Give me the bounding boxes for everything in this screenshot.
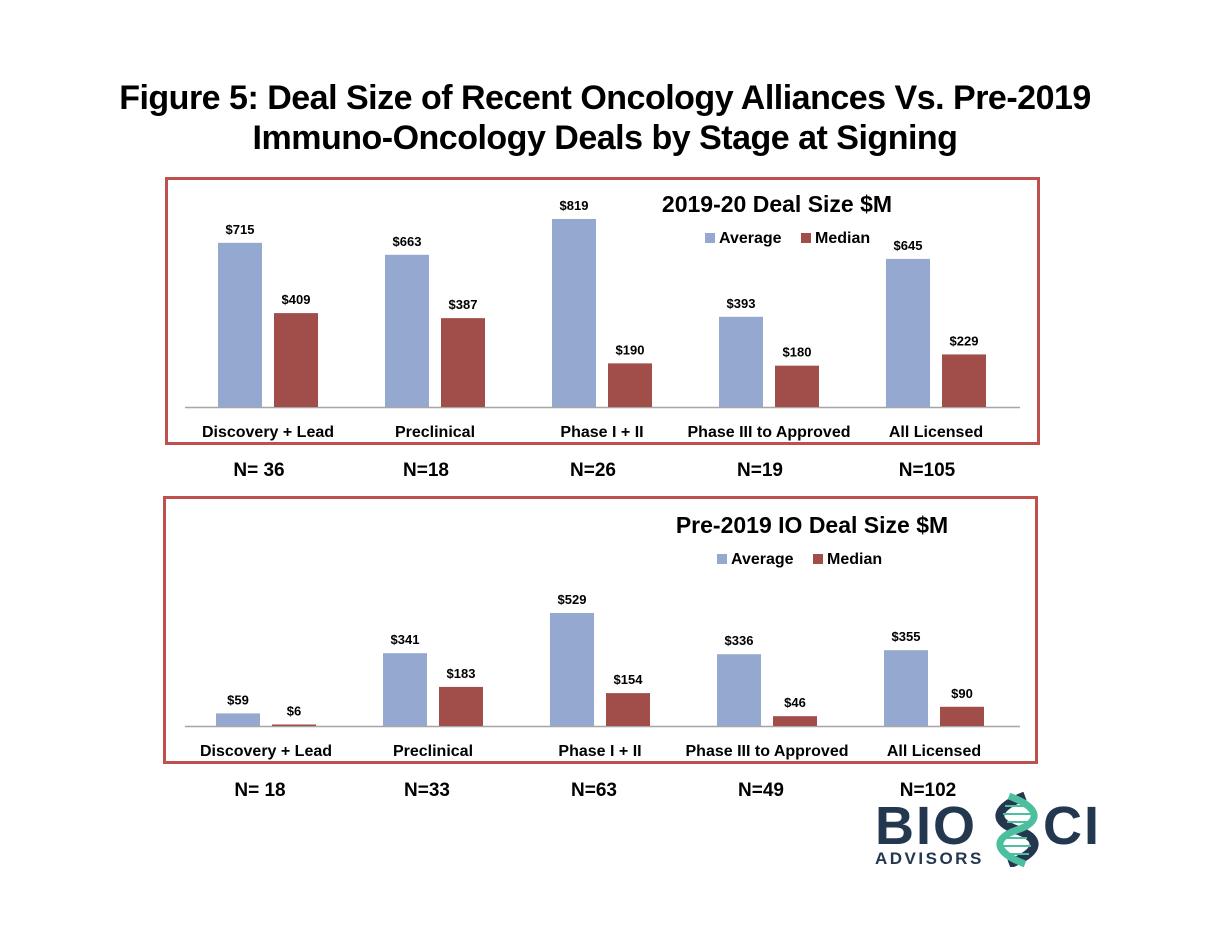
bar-median-2 — [606, 693, 650, 726]
bar-median-3 — [775, 365, 819, 407]
category-label: Discovery + Lead — [202, 424, 334, 441]
logo-text-bio: BIO — [875, 796, 977, 856]
category-label: Phase III to Approved — [688, 424, 851, 441]
sample-size-label: N=18 — [403, 460, 449, 481]
chart-title: 2019-20 Deal Size $M — [662, 191, 892, 217]
bar-average-2 — [550, 613, 594, 726]
data-label: $819 — [560, 198, 589, 213]
dna-helix-icon — [995, 792, 1039, 867]
bar-average-1 — [383, 653, 427, 726]
category-label: Phase I + II — [558, 743, 641, 760]
legend-swatch-median — [813, 554, 823, 564]
data-label: $387 — [449, 297, 478, 312]
legend-label-average: Average — [731, 551, 794, 568]
data-label: $645 — [894, 238, 923, 253]
chart-pre-2019: Pre-2019 IO Deal Size $M Average Median $59… — [185, 512, 1020, 760]
legend-swatch-median — [801, 233, 811, 243]
category-label: Phase I + II — [560, 424, 643, 441]
sample-size-label: N=63 — [571, 780, 617, 801]
data-label: $154 — [614, 672, 644, 687]
data-label: $229 — [950, 333, 979, 348]
bar-median-0 — [274, 313, 318, 407]
bar-average-1 — [385, 254, 429, 407]
data-label: $180 — [783, 345, 812, 360]
sample-size-label: N=102 — [899, 780, 957, 801]
chart-title: Pre-2019 IO Deal Size $M — [676, 512, 948, 538]
category-label: Phase III to Approved — [686, 743, 849, 760]
data-label: $59 — [227, 692, 249, 707]
sample-size-label: N=33 — [404, 780, 450, 801]
logo-text-ci: CI — [1043, 796, 1101, 856]
category-label: All Licensed — [889, 424, 983, 441]
bar-median-2 — [608, 363, 652, 407]
bar-average-3 — [719, 316, 763, 407]
legend-label-median: Median — [827, 551, 882, 568]
data-label: $715 — [226, 222, 255, 237]
bar-average-4 — [884, 650, 928, 726]
figure-title-line-2: Immuno-Oncology Deals by Stage at Signin… — [252, 119, 958, 157]
bar-median-0 — [272, 724, 316, 726]
sample-size-label: N= 18 — [234, 780, 286, 801]
sample-size-label: N= 36 — [233, 460, 285, 481]
data-label: $341 — [391, 632, 420, 647]
data-label: $90 — [951, 686, 973, 701]
bar-median-4 — [942, 354, 986, 407]
bar-median-4 — [940, 706, 984, 726]
bar-average-0 — [218, 242, 262, 407]
bar-median-3 — [773, 716, 817, 726]
sample-size-label: N=19 — [737, 460, 783, 481]
chart-panel-pre-2019: Pre-2019 IO Deal Size $M Average Median $59… — [163, 496, 1038, 764]
category-label: Preclinical — [393, 743, 473, 760]
biosci-advisors-logo: BIO CI ADVISORS — [875, 792, 1101, 867]
category-label: Preclinical — [395, 424, 475, 441]
data-label: $6 — [287, 704, 301, 719]
chart-panel-2019-20: 2019-20 Deal Size $M Average Median $715 $40… — [165, 177, 1040, 445]
legend-label-average: Average — [719, 230, 782, 247]
data-label: $529 — [558, 592, 587, 607]
sample-size-label: N=105 — [898, 460, 956, 481]
bar-average-3 — [717, 654, 761, 726]
legend-swatch-average — [705, 233, 715, 243]
bar-average-0 — [216, 713, 260, 726]
category-label: Discovery + Lead — [200, 743, 332, 760]
bar-median-1 — [441, 318, 485, 407]
data-label: $190 — [616, 342, 645, 357]
sample-size-label: N=26 — [570, 460, 616, 481]
legend-swatch-average — [717, 554, 727, 564]
sample-size-label: N=49 — [738, 780, 784, 801]
category-label: All Licensed — [887, 743, 981, 760]
data-label: $336 — [725, 633, 754, 648]
bar-average-2 — [552, 218, 596, 407]
data-label: $46 — [784, 695, 806, 710]
data-label: $409 — [282, 292, 311, 307]
legend-label-median: Median — [815, 230, 870, 247]
data-label: $355 — [892, 629, 921, 644]
logo-text-advisors: ADVISORS — [875, 849, 984, 867]
bar-median-1 — [439, 686, 483, 726]
chart-2019-20: 2019-20 Deal Size $M Average Median $715 $40… — [185, 191, 1020, 441]
data-label: $183 — [447, 666, 476, 681]
figure-title-line-1: Figure 5: Deal Size of Recent Oncology A… — [119, 79, 1091, 117]
data-label: $663 — [393, 234, 422, 249]
data-label: $393 — [727, 296, 756, 311]
bar-average-4 — [886, 258, 930, 407]
